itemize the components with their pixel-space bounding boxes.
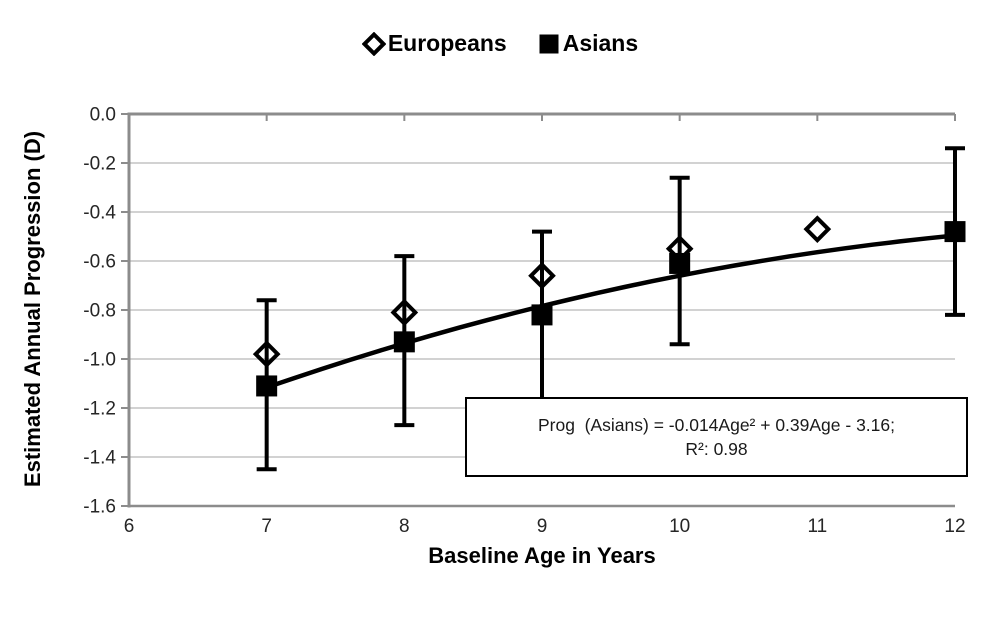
asians-point xyxy=(531,304,553,326)
x-tick-label: 12 xyxy=(944,516,965,537)
legend-label-europeans: Europeans xyxy=(387,30,507,56)
europeans-point xyxy=(390,298,419,327)
legend: Europeans Asians xyxy=(0,30,1000,57)
europeans-point xyxy=(528,261,556,290)
y-tick-label: -0.4 xyxy=(83,203,116,224)
y-tick-label: -1.0 xyxy=(83,350,116,371)
legend-label-asians: Asians xyxy=(562,30,639,56)
x-tick-label: 9 xyxy=(537,516,548,537)
diamond-open-icon xyxy=(361,31,386,56)
regression-equation: Prog (Asians) = -0.014Age² + 0.39Age - 3… xyxy=(537,414,895,435)
x-tick-label: 8 xyxy=(399,516,410,537)
asians-point xyxy=(669,252,691,274)
y-tick-label: -0.6 xyxy=(83,252,116,273)
series-europeans xyxy=(252,215,832,368)
europeans-point xyxy=(803,215,832,243)
regression-r-squared: R²: 0.98 xyxy=(685,439,748,459)
y-tick-label: -1.4 xyxy=(83,448,116,469)
x-axis: 6 7 8 9 10 11 12 xyxy=(124,112,966,537)
y-tick-label: 0.0 xyxy=(90,105,116,126)
trendline xyxy=(265,233,956,390)
y-tick-label: -0.8 xyxy=(83,301,116,322)
europeans-point xyxy=(665,234,694,263)
series-asians xyxy=(256,221,966,397)
square-filled-icon xyxy=(539,34,559,53)
y-axis: 0.0 -0.2 -0.4 -0.6 -0.8 -1.0 -1.2 -1.4 -1.6 xyxy=(83,105,131,518)
legend-entry-asians: Asians xyxy=(537,30,638,57)
asians-point xyxy=(944,221,966,243)
x-tick-label: 10 xyxy=(669,516,690,537)
y-tick-label: -0.2 xyxy=(83,154,116,175)
legend-entry-europeans: Europeans xyxy=(361,30,507,57)
x-tick-label: 7 xyxy=(261,516,272,537)
asians-point xyxy=(256,375,278,397)
regression-annotation: Prog (Asians) = -0.014Age² + 0.39Age - 3… xyxy=(465,397,968,477)
x-axis-title: Baseline Age in Years xyxy=(428,543,656,568)
y-tick-label: -1.2 xyxy=(83,399,116,420)
europeans-point xyxy=(252,340,281,368)
x-tick-label: 11 xyxy=(807,516,827,537)
asians-point xyxy=(393,331,415,353)
y-tick-label: -1.6 xyxy=(83,497,116,518)
x-tick-label: 6 xyxy=(124,516,135,537)
